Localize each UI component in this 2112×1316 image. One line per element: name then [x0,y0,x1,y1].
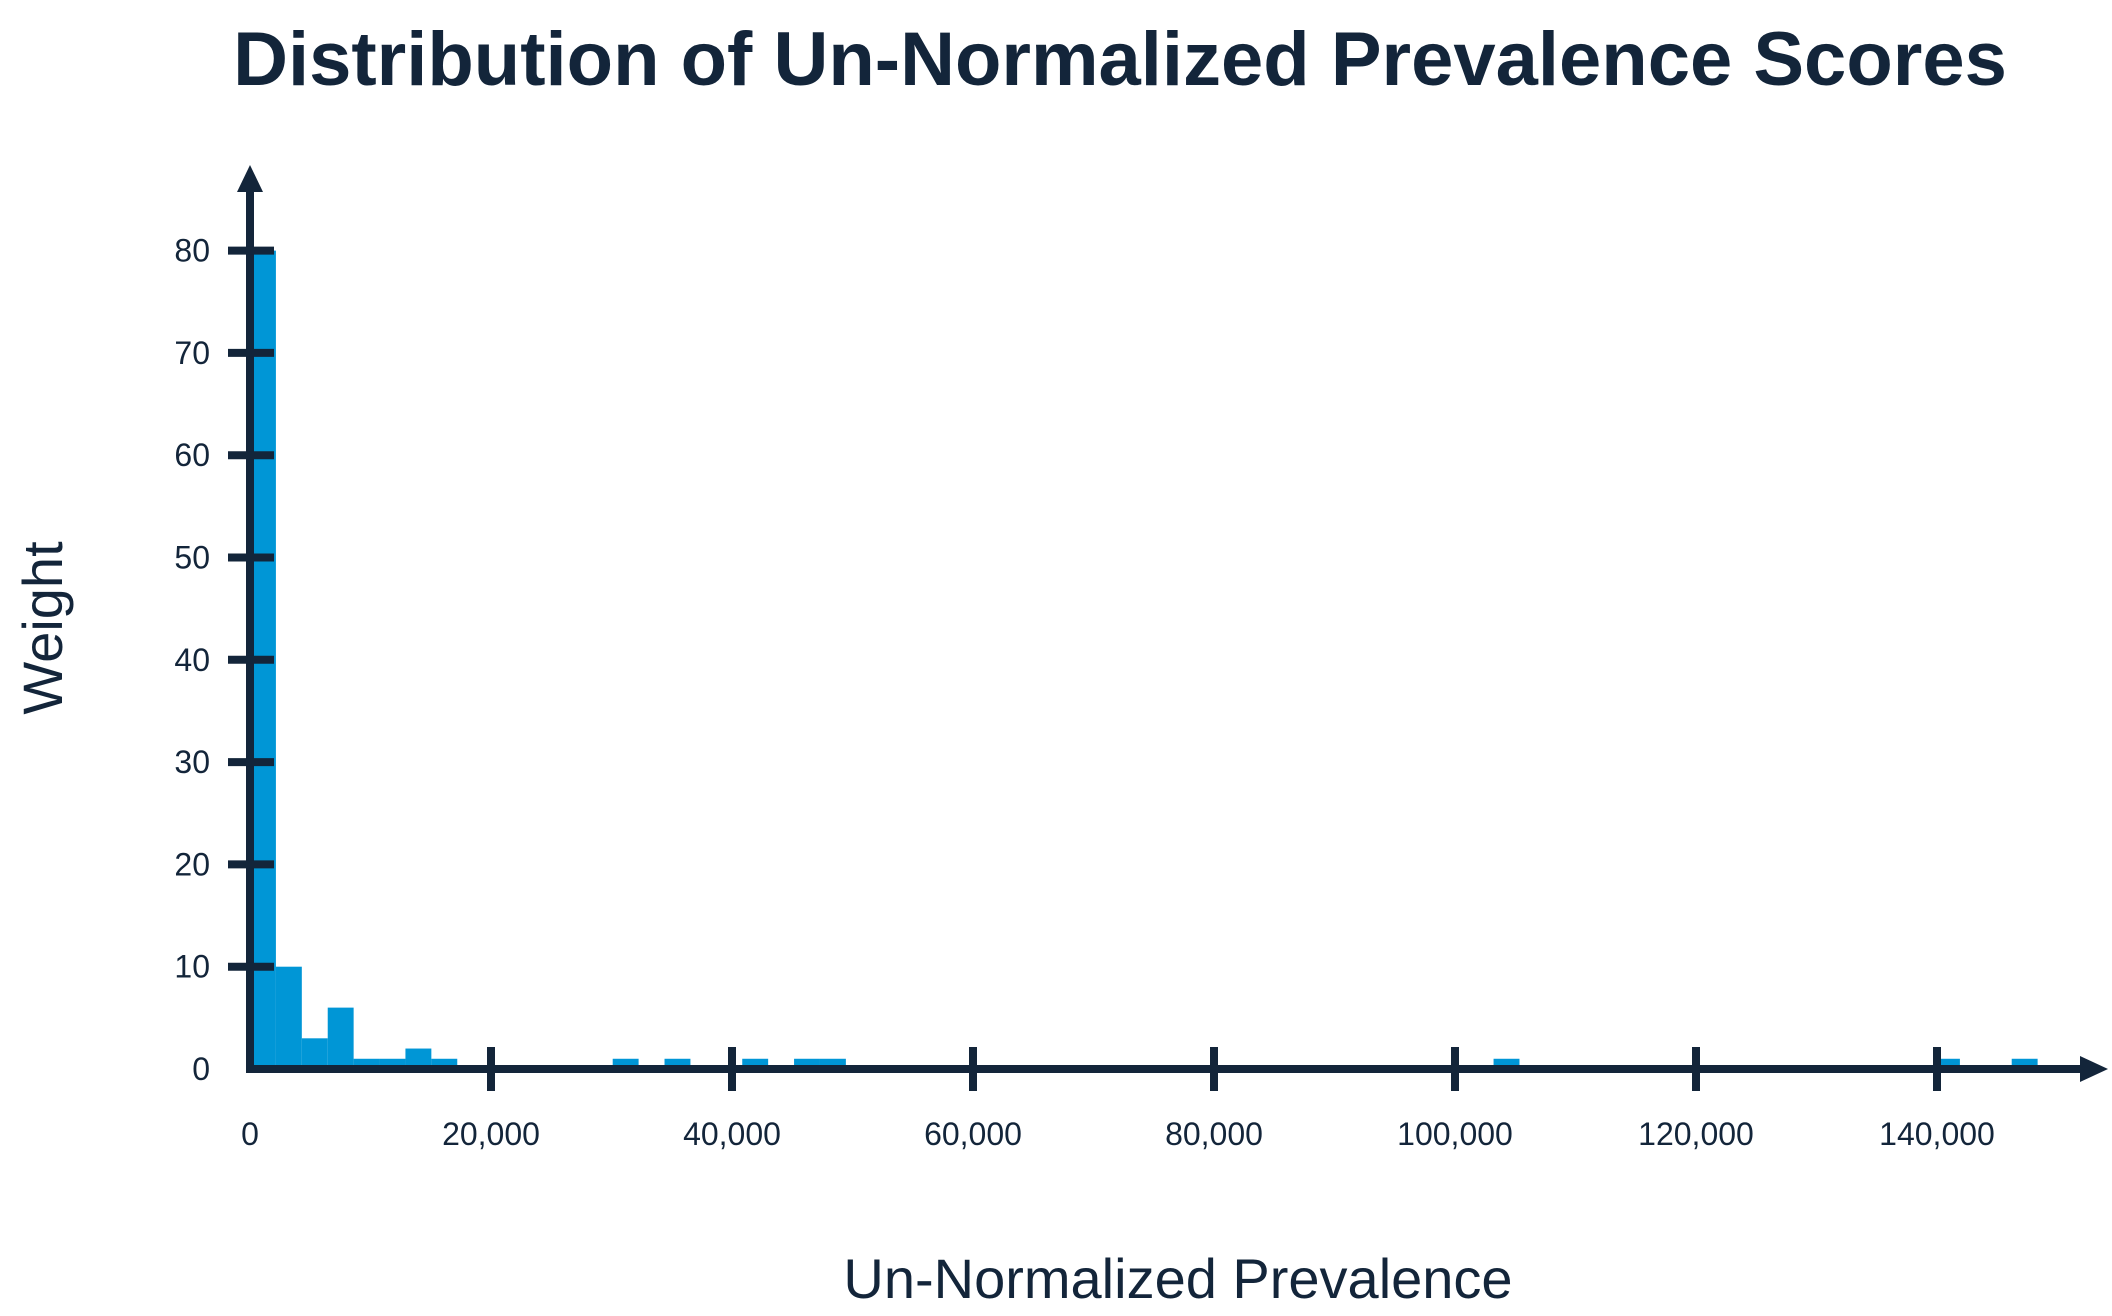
histogram-bar [379,1058,406,1069]
x-tick-label: 0 [241,1116,259,1152]
y-axis-arrow [237,165,263,192]
y-tick-label: 10 [174,949,210,985]
y-tick-label: 50 [174,540,210,576]
histogram-bar [2011,1058,2038,1069]
histogram-bar [819,1058,846,1069]
histogram-bar [664,1058,691,1069]
histogram-bar [612,1058,639,1069]
histogram-bar [405,1048,432,1069]
x-tick-label: 20,000 [442,1116,540,1152]
y-tick-label: 0 [192,1051,210,1087]
x-axis-arrow [2080,1056,2108,1082]
x-tick-label: 120,000 [1638,1116,1754,1152]
axes-layer [237,165,2108,1082]
chart-title: Distribution of Un-Normalized Prevalence… [233,17,2007,102]
y-tick-label: 20 [174,846,210,882]
y-tick-label: 70 [174,335,210,371]
y-tick-label: 30 [174,744,210,780]
bars-layer [250,250,2038,1070]
histogram-bar [1933,1058,1960,1069]
histogram-bar [301,1038,328,1069]
ticks-layer [228,246,1941,1091]
histogram-bar [431,1058,458,1069]
y-tick-label: 80 [174,233,210,269]
x-tick-label: 60,000 [924,1116,1022,1152]
x-axis-title: Un-Normalized Prevalence [843,1247,1512,1310]
y-axis-title: Weight [11,541,74,715]
x-tick-label: 80,000 [1165,1116,1263,1152]
y-tick-label: 60 [174,437,210,473]
x-tick-label: 100,000 [1397,1116,1513,1152]
y-tick-label: 40 [174,642,210,678]
histogram-bar [742,1058,769,1069]
histogram-bar [275,966,302,1069]
histogram-bar [353,1058,380,1069]
histogram-bar [327,1007,354,1069]
tick-labels-layer: 0 10 20 30 40 50 60 70 80 0 20,000 40,000 60,000 80,0… [174,233,1994,1152]
x-tick-label: 40,000 [683,1116,781,1152]
x-tick-label: 140,000 [1879,1116,1995,1152]
histogram-bar [1493,1058,1520,1069]
histogram-bar [794,1058,820,1069]
